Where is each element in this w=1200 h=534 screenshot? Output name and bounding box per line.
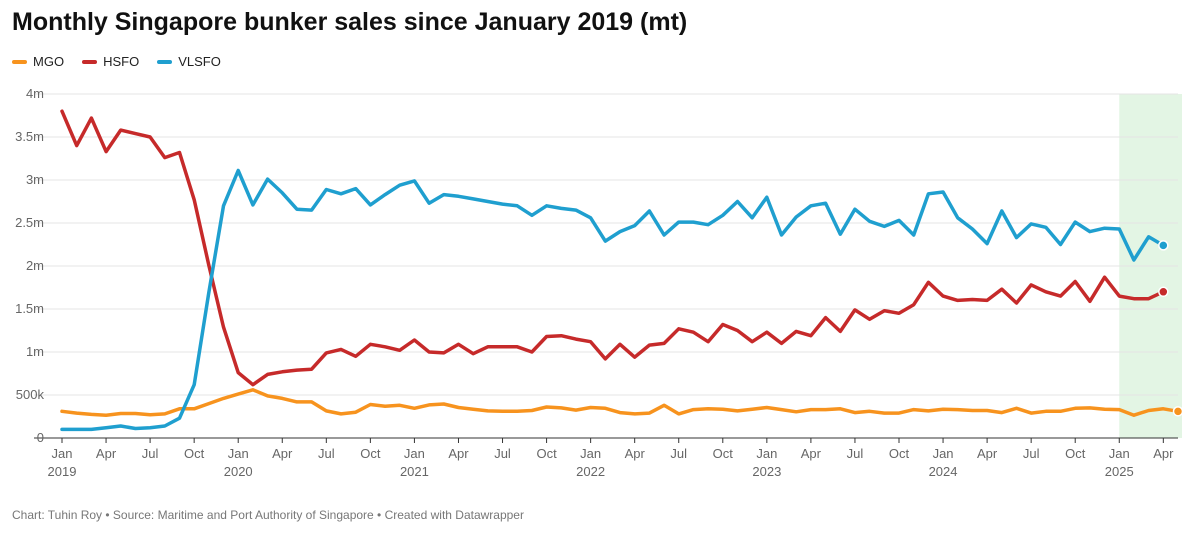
x-tick-label: Oct [184,446,205,461]
x-tick-label: Jul [670,446,687,461]
x-tick-label: Apr [625,446,646,461]
x-tick-label: Apr [272,446,293,461]
y-tick-label: 0 [37,430,44,445]
x-tick-label: Jan [228,446,249,461]
legend-swatch-mgo [12,59,27,64]
y-tick-label: 3m [26,172,44,187]
series-line-vlsfo [60,168,1166,432]
x-tick-year: 2023 [752,464,781,479]
x-tick-year: 2020 [224,464,253,479]
legend-swatch-hsfo [82,59,98,64]
series-end-point-mgo [1172,406,1184,417]
legend-label-vlsfo: VLSFO [178,54,221,69]
legend-item-mgo: MGO [12,54,64,69]
x-tick-label: Oct [713,446,734,461]
chart-title: Monthly Singapore bunker sales since Jan… [12,8,688,36]
y-tick-label: 3.5m [15,129,44,144]
x-tick-label: Jan [404,446,425,461]
x-tick-label: Jul [847,446,864,461]
x-tick-year: 2021 [400,464,429,479]
x-tick-label: Apr [96,446,117,461]
x-tick-label: Jan [1109,446,1130,461]
x-tick-label: Jul [142,446,159,461]
y-tick-label: 4m [26,86,44,101]
x-tick-year: 2025 [1105,464,1134,479]
x-tick-year: 2022 [576,464,605,479]
x-tick-label: Jan [756,446,777,461]
series-end-point-vlsfo [1158,240,1169,251]
chart-footer: Chart: Tuhin Roy • Source: Maritime and … [12,508,524,522]
x-tick-label: Jan [580,446,601,461]
x-tick-label: Apr [801,446,822,461]
x-tick-label: Jul [494,446,511,461]
x-tick-label: Apr [448,446,469,461]
x-tick-label: Jan [933,446,954,461]
legend: MGO HSFO VLSFO [12,54,221,69]
x-tick-label: Apr [1153,446,1174,461]
series-line-hsfo [60,109,1166,387]
legend-label-mgo: MGO [33,54,65,69]
x-tick-label: Apr [977,446,998,461]
legend-swatch-vlsfo [157,59,173,64]
x-tick-year: 2024 [929,464,958,479]
y-tick-label: 2.5m [15,215,44,230]
x-tick-label: Oct [1065,446,1086,461]
y-tick-label: 2m [26,258,44,273]
legend-item-hsfo: HSFO [82,54,139,69]
y-tick-label: 1.5m [15,301,44,316]
series-line-mgo [60,388,1180,417]
y-tick-label: 500k [16,387,45,402]
series-end-point-hsfo [1158,286,1169,298]
legend-item-vlsfo: VLSFO [157,54,221,69]
y-tick-label: 1m [26,344,44,359]
x-tick-year: 2019 [48,464,77,479]
x-tick-label: Jul [318,446,335,461]
x-tick-label: Jul [1023,446,1040,461]
legend-label-hsfo: HSFO [103,54,140,69]
x-tick-label: Oct [889,446,910,461]
x-tick-label: Jan [52,446,73,461]
x-tick-label: Oct [536,446,557,461]
x-tick-label: Oct [360,446,381,461]
